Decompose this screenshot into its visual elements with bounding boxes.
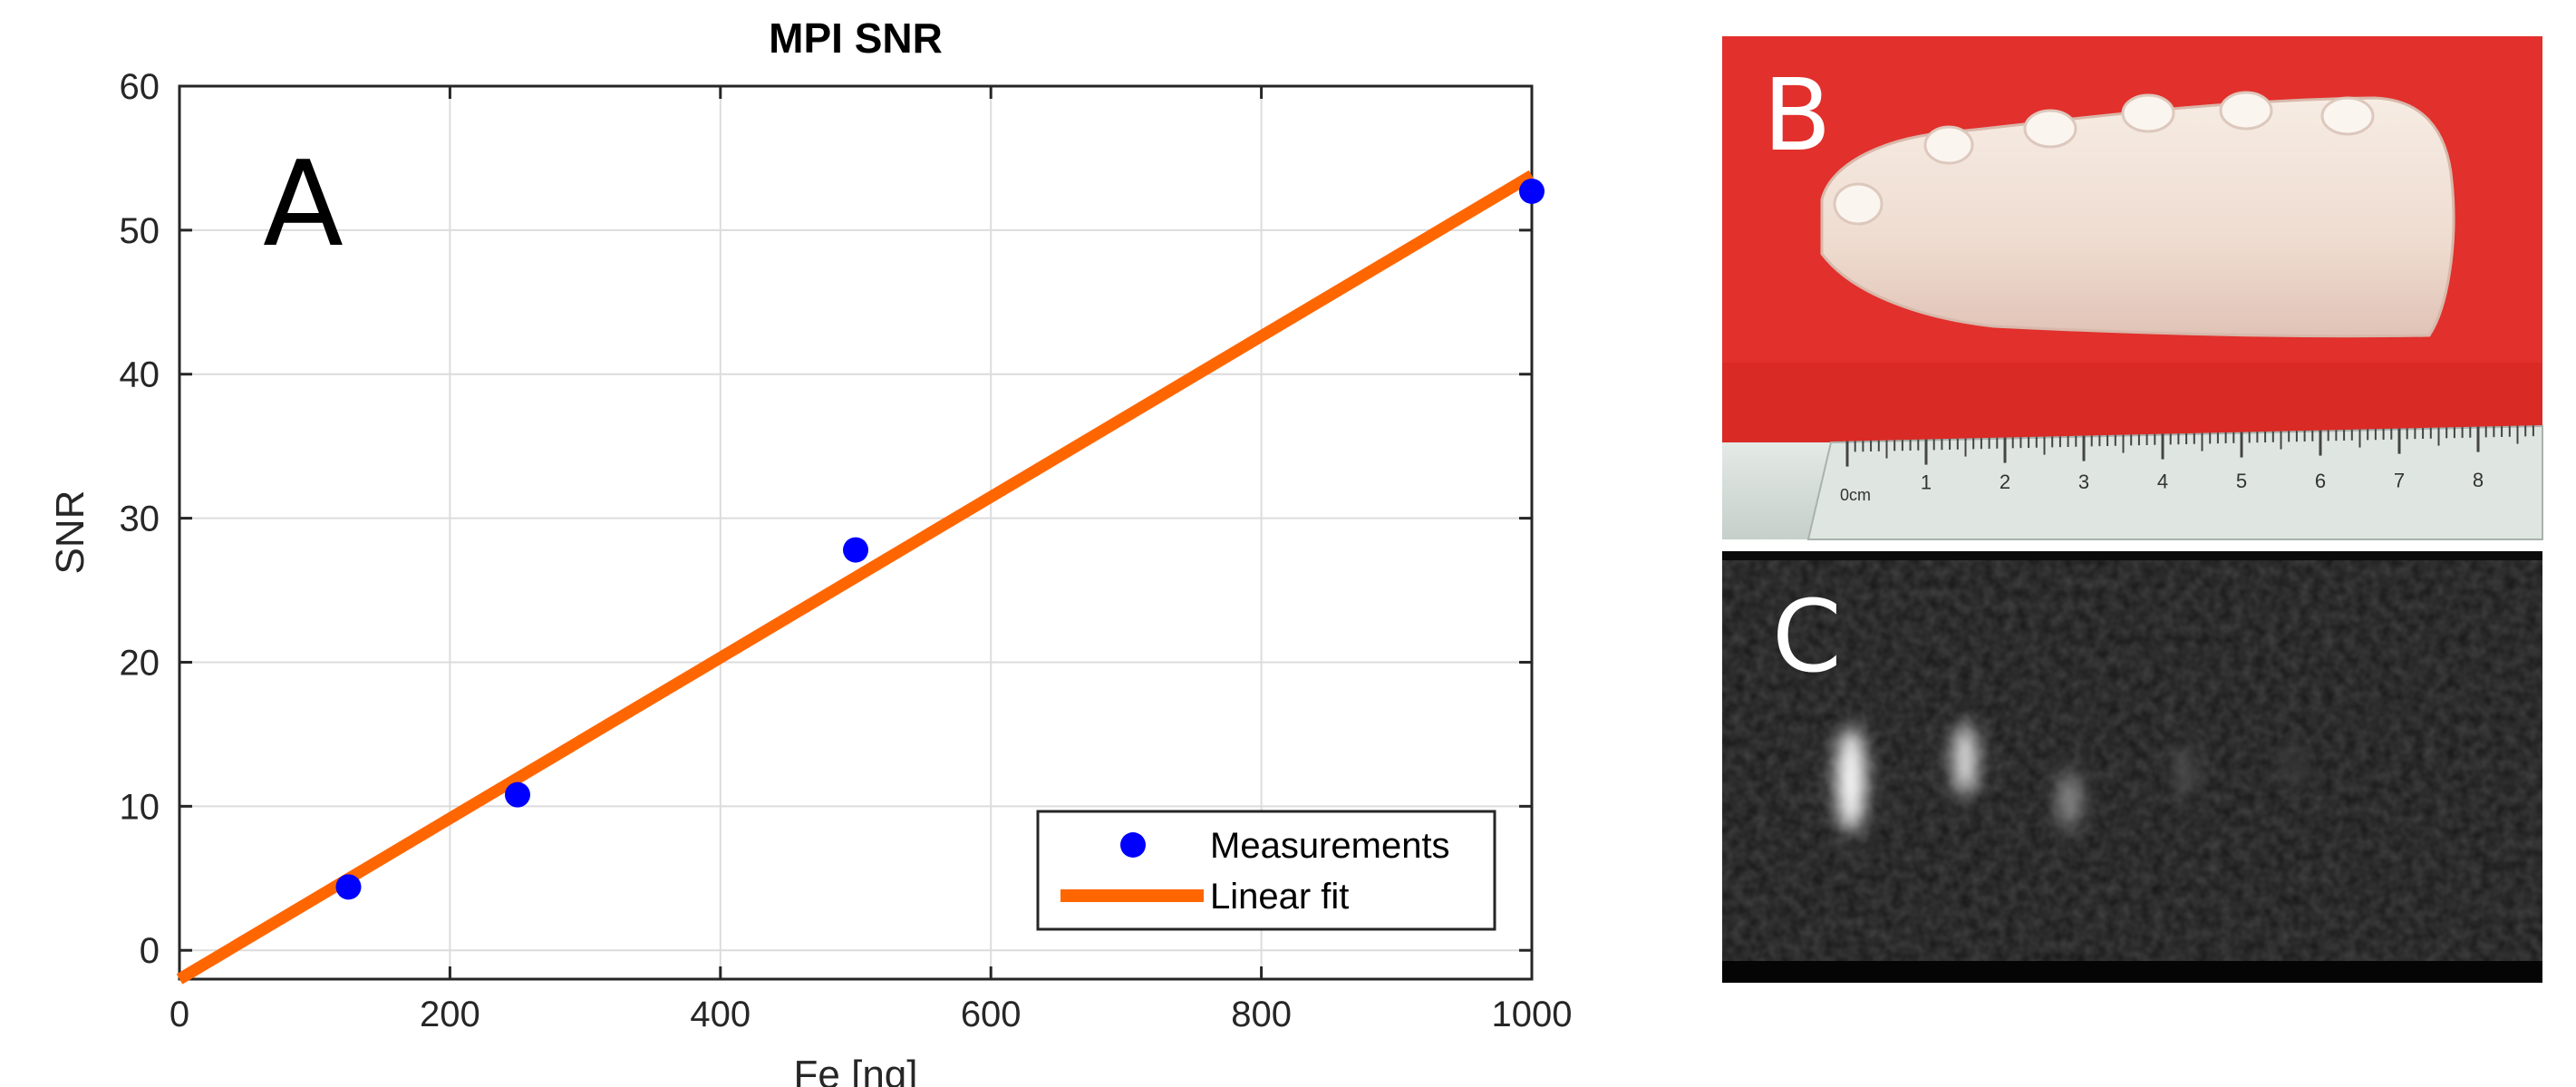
tissue-sample xyxy=(1820,96,2455,338)
well-6 xyxy=(2320,96,2375,136)
well-2 xyxy=(1923,125,1974,165)
ruler-number: 4 xyxy=(2157,470,2168,492)
measurement-point xyxy=(843,537,868,563)
photo-panel: 1 2 3 4 5 6 7 8 0cm B xyxy=(1722,36,2543,540)
x-tick-label: 1000 xyxy=(1492,995,1573,1034)
mpi-hotspot-4 xyxy=(2176,743,2193,798)
mpi-border-top xyxy=(1722,551,2542,560)
legend-label-linear-fit: Linear fit xyxy=(1210,877,1349,917)
well-5 xyxy=(2219,91,2273,131)
panel-label-b: B xyxy=(1763,57,1831,173)
mpi-border-bottom xyxy=(1722,961,2542,983)
ruler-number: 1 xyxy=(1921,471,1932,494)
legend-box xyxy=(1036,810,1496,931)
ruler-number: 8 xyxy=(2473,469,2484,491)
measurement-point xyxy=(1519,178,1545,204)
ruler-number: 3 xyxy=(2078,471,2089,493)
y-tick-label: 0 xyxy=(140,931,160,971)
y-axis-title: SNR xyxy=(48,490,92,575)
well-3 xyxy=(2023,109,2077,149)
plot-frame xyxy=(178,84,1534,981)
tissue-wells xyxy=(1833,91,2375,226)
legend-marker-measurements xyxy=(1120,832,1146,858)
ruler-number: 5 xyxy=(2236,470,2247,492)
x-axis-title: Fe [ng] xyxy=(794,1053,918,1087)
ruler-number: 2 xyxy=(2000,471,2010,493)
x-axis: 0 200 400 600 800 1000 xyxy=(169,86,1573,1034)
y-tick-label: 50 xyxy=(120,211,160,251)
measurement-point xyxy=(505,781,530,808)
legend-label-measurements: Measurements xyxy=(1210,826,1450,866)
ruler-ticks xyxy=(1845,425,2534,467)
x-tick-label: 200 xyxy=(420,995,480,1034)
y-tick-label: 10 xyxy=(120,787,160,827)
panel-label-c: C xyxy=(1772,578,1842,694)
x-tick-label: 0 xyxy=(169,995,189,1034)
mpi-hotspot-1 xyxy=(1836,727,1865,832)
panel-label-a: A xyxy=(263,135,344,273)
ruler-unit: 0cm xyxy=(1840,486,1871,504)
ruler-edge xyxy=(1806,424,2543,540)
ruler: 1 2 3 4 5 6 7 8 0cm xyxy=(1722,424,2543,540)
x-tick-label: 800 xyxy=(1231,995,1292,1034)
mpi-hotspots xyxy=(1836,723,2301,832)
mpi-hotspot-5 xyxy=(2285,741,2301,791)
well-1 xyxy=(1833,182,1884,226)
ruler-number: 6 xyxy=(2315,470,2326,492)
well-4 xyxy=(2121,93,2175,133)
y-tick-label: 40 xyxy=(120,355,160,395)
legend: Measurements Linear fit xyxy=(1036,810,1496,931)
chart-title: MPI SNR xyxy=(769,15,943,62)
series-layer xyxy=(176,170,1545,985)
ruler-number: 7 xyxy=(2394,469,2405,491)
mpi-hotspot-2 xyxy=(1953,723,1977,796)
y-tick-label: 60 xyxy=(120,67,160,107)
ruler-numbers: 1 2 3 4 5 6 7 8 xyxy=(1921,469,2484,493)
mpi-image-panel: C xyxy=(1722,551,2542,983)
y-axis: 0 10 20 30 40 50 60 xyxy=(120,67,1532,971)
measurement-point xyxy=(335,874,362,900)
x-tick-label: 600 xyxy=(961,995,1022,1034)
mpi-hotspot-3 xyxy=(2059,772,2079,830)
y-tick-label: 20 xyxy=(120,643,160,683)
linear-fit-line xyxy=(176,170,1535,985)
grid-lines xyxy=(179,85,1533,979)
x-tick-label: 400 xyxy=(690,995,751,1034)
y-tick-label: 30 xyxy=(120,500,160,539)
